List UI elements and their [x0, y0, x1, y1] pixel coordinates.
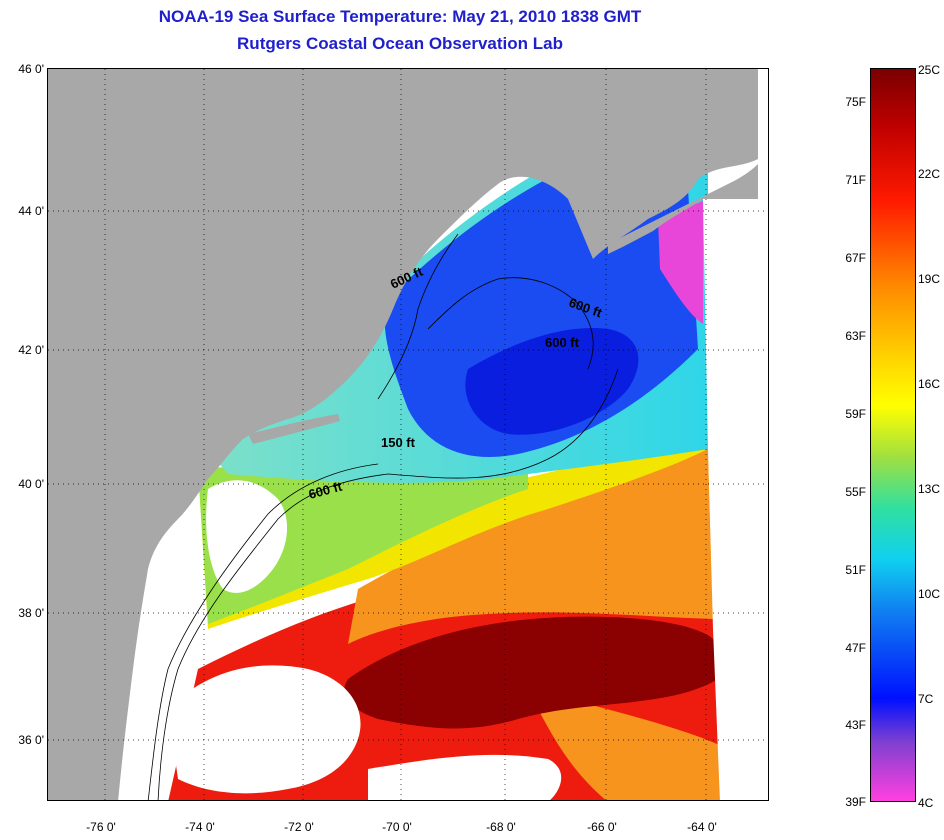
map-subtitle: Rutgers Coastal Ocean Observation Lab: [237, 34, 563, 53]
cloud-patch-southeast: [368, 754, 562, 800]
colorbar-c-16: 16C: [918, 377, 941, 391]
contour-label-150ft: 150 ft: [381, 435, 416, 450]
colorbar-c-10: 10C: [918, 587, 941, 601]
lon-label-70: -70 0': [382, 820, 412, 834]
lon-label-76: -76 0': [86, 820, 116, 834]
land-mainland: [48, 69, 758, 800]
lat-label-40: 40 0': [18, 477, 44, 491]
lon-label-68: -68 0': [486, 820, 516, 834]
lon-label-72: -72 0': [284, 820, 314, 834]
lat-label-36: 36 0': [18, 733, 44, 747]
no-data-east-strip: [703, 199, 768, 800]
colorbar-f-51: 51F: [845, 563, 866, 577]
colorbar-f-67: 67F: [845, 251, 866, 265]
graticule: [48, 69, 768, 800]
sst-gulfstream-core: [344, 616, 718, 729]
contour-label-600ft-georges: 600 ft: [545, 335, 580, 350]
colorbar-c-19: 19C: [918, 272, 941, 286]
colorbar-c-4: 4C: [918, 796, 934, 810]
colorbar-c-22: 22C: [918, 167, 941, 181]
sst-orange-south: [528, 689, 728, 800]
cloud-patch-south: [168, 665, 361, 794]
colorbar-c-13: 13C: [918, 482, 941, 496]
colorbar-f-55: 55F: [845, 485, 866, 499]
colorbar-f-63: 63F: [845, 329, 866, 343]
sst-magenta-fundy: [658, 201, 703, 324]
cloud-patch-nj: [206, 480, 288, 593]
colorbar-f-47: 47F: [845, 641, 866, 655]
sst-deep-blue-georges: [465, 328, 639, 435]
colorbar-f-39: 39F: [845, 795, 866, 809]
lat-label-42: 42 0': [18, 343, 44, 357]
sst-map: 600 ft 600 ft 600 ft 150 ft 600 ft: [47, 68, 769, 801]
colorbar-f-59: 59F: [845, 407, 866, 421]
bathymetry-contours: [147, 233, 619, 800]
lat-label-46: 46 0': [18, 62, 44, 76]
temperature-colorbar: [870, 68, 916, 802]
sst-map-canvas: 600 ft 600 ft 600 ft 150 ft 600 ft: [48, 69, 768, 800]
colorbar-f-43: 43F: [845, 718, 866, 732]
colorbar-f-71: 71F: [845, 173, 866, 187]
land-long-island: [248, 414, 340, 444]
colorbar-c-25: 25C: [918, 63, 941, 77]
colorbar-gradient: [871, 69, 915, 801]
colorbar-f-75: 75F: [845, 95, 866, 109]
map-title: NOAA-19 Sea Surface Temperature: May 21,…: [158, 7, 642, 26]
lat-label-44: 44 0': [18, 204, 44, 218]
land-nova-scotia: [608, 164, 758, 254]
lon-label-66: -66 0': [587, 820, 617, 834]
lat-label-38: 38 0': [18, 606, 44, 620]
lon-label-74: -74 0': [185, 820, 215, 834]
colorbar-c-7: 7C: [918, 692, 934, 706]
lon-label-64: -64 0': [687, 820, 717, 834]
sst-orange-middle: [348, 444, 713, 644]
